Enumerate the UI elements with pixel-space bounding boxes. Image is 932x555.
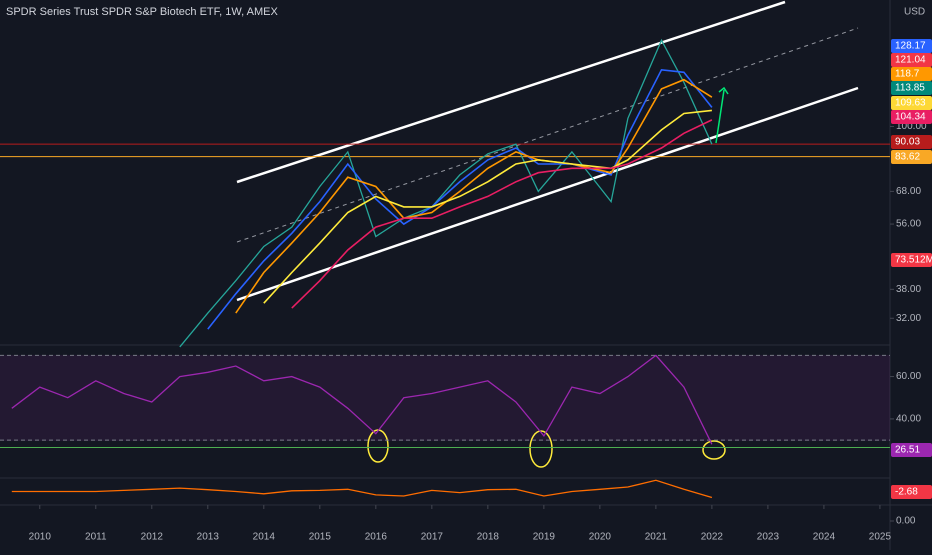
price-label-box <box>891 253 932 267</box>
price-label: 83.62 <box>895 152 920 163</box>
x-tick-label: 2019 <box>533 532 556 543</box>
y-tick-label: 60.00 <box>896 371 921 382</box>
channel-mid <box>236 27 859 243</box>
highlight-circle <box>702 440 726 460</box>
series-line <box>263 109 712 304</box>
channel-line <box>236 86 859 302</box>
x-tick-label: 2014 <box>253 532 276 543</box>
price-label-box <box>891 81 932 95</box>
y-tick-label: 68.00 <box>896 186 921 197</box>
x-tick-label: 2016 <box>365 532 388 543</box>
highlight-circle <box>529 430 553 468</box>
x-tick-label: 2017 <box>421 532 444 543</box>
x-tick-label: 2010 <box>29 532 52 543</box>
price-label-box <box>891 150 932 164</box>
price-label-box <box>891 53 932 67</box>
x-tick-label: 2011 <box>85 532 107 543</box>
series-line <box>291 119 713 309</box>
y-tick-label: 56.00 <box>896 219 921 230</box>
price-label: 118.7 <box>895 69 920 80</box>
series-line <box>207 68 713 330</box>
currency: USD <box>904 7 925 18</box>
price-label: 128.17 <box>895 41 926 52</box>
x-tick-label: 2020 <box>589 532 612 543</box>
price-label: 113.85 <box>895 83 925 94</box>
y-tick-label: 38.00 <box>896 284 921 295</box>
price-label: -2.68 <box>895 487 918 498</box>
price-label-box <box>891 67 932 81</box>
price-label-box <box>891 39 932 53</box>
chart-title: SPDR Series Trust SPDR S&P Biotech ETF, … <box>6 6 278 18</box>
price-label-box <box>891 443 932 457</box>
price-label-box <box>891 110 932 124</box>
price-label: 73.512M <box>895 255 932 266</box>
price-label: 104.34 <box>895 112 926 123</box>
price-label: 90.03 <box>895 137 920 148</box>
price-label: 121.04 <box>895 55 926 66</box>
x-tick-label: 2012 <box>141 532 164 543</box>
x-tick-label: 2013 <box>197 532 220 543</box>
arrow <box>715 86 729 144</box>
series-line <box>179 38 713 348</box>
price-label: 109.63 <box>895 98 926 109</box>
y-tick-label: 0.00 <box>896 516 916 527</box>
x-tick-label: 2022 <box>701 532 724 543</box>
price-label: 26.51 <box>895 445 920 456</box>
y-tick-label: 40.00 <box>896 414 921 425</box>
x-tick-label: 2025 <box>869 532 892 543</box>
price-label-box <box>891 135 932 149</box>
x-tick-label: 2015 <box>309 532 332 543</box>
price-label-box <box>891 96 932 110</box>
x-tick-label: 2018 <box>477 532 500 543</box>
channel-line <box>236 0 786 184</box>
y-tick-label: 100.00 <box>896 121 927 132</box>
x-tick-label: 2023 <box>757 532 780 543</box>
series-line <box>235 78 713 314</box>
series-line <box>11 354 713 445</box>
price-label-box <box>891 485 932 499</box>
x-tick-label: 2024 <box>813 532 836 543</box>
rsi-band <box>0 355 890 441</box>
x-tick-label: 2021 <box>645 532 668 543</box>
y-tick-label: 32.00 <box>896 313 921 324</box>
series-line <box>11 479 713 499</box>
